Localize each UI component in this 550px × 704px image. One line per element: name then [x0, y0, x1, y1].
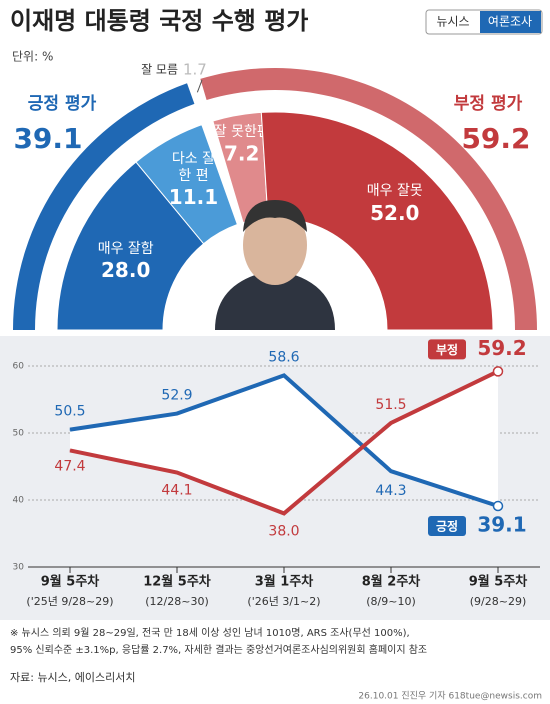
x-tick-label: 9월 5주차: [469, 574, 528, 590]
x-tick-label: 8월 2주차: [362, 574, 421, 590]
legend-box: [428, 516, 466, 537]
value-label: 44.3: [375, 483, 406, 499]
title: 이재명 대통령 국정 수행 평가: [10, 7, 308, 35]
value-label: 39.1: [477, 513, 526, 537]
point: [492, 500, 504, 512]
x-sub-label: (8/9~10): [366, 595, 416, 608]
value-label: 38.0: [268, 523, 299, 539]
segment-label: 매우 잘함: [97, 240, 154, 257]
group-name: 긍정 평가: [28, 94, 97, 114]
segment-label-box: 매우 잘함: [97, 240, 154, 257]
segment-label: 잘 못한편: [213, 123, 270, 140]
x-tick-label: 12월 5주차: [143, 574, 211, 590]
legend-box: [428, 339, 466, 360]
x-sub-label: ('26년 3/1~2): [247, 595, 320, 608]
unit: 단위: %: [12, 50, 53, 64]
point: [492, 366, 504, 377]
brand: 뉴시스: [436, 15, 469, 29]
source: 자료: 뉴시스, 에이스리서치: [10, 671, 136, 684]
value-label: 58.6: [268, 349, 299, 365]
group-value: 59.2: [461, 122, 530, 155]
segment-label: 매우 잘못: [366, 183, 423, 200]
segment-label: 잘 모름: [141, 63, 178, 77]
brand-section: 여론조사: [488, 15, 532, 29]
value-label: 47.4: [54, 458, 85, 474]
value-label: 59.2: [477, 336, 526, 360]
band-fill: [70, 371, 498, 514]
legend-label: 긍정: [436, 519, 458, 534]
note: 95% 신뢰수준 ±3.1%p, 응답률 2.7%, 자세한 결과는 중앙선거여…: [10, 643, 427, 656]
y-tick-label: 60: [13, 362, 25, 372]
x-sub-label: ('25년 9/28~29): [26, 595, 113, 608]
value-label: 44.1: [161, 483, 192, 499]
segment-label-box: 잘 못한편: [213, 123, 270, 140]
credit: 26.10.01 진진우 기자 618tue@newsis.com: [358, 691, 542, 702]
segment-label-box: 다소 잘한 편: [171, 150, 216, 184]
segment-label: 다소 잘한 편: [171, 150, 216, 184]
brand-section-box: [480, 11, 541, 33]
note: ※ 뉴시스 의뢰 9월 28~29일, 전국 만 18세 이상 성인 남녀 10…: [10, 627, 410, 639]
y-tick-label: 50: [13, 429, 25, 439]
y-tick-label: 30: [13, 563, 25, 573]
segment-label-box: 매우 잘못: [366, 183, 423, 200]
segment: [260, 111, 494, 331]
segment: [201, 121, 244, 225]
y-tick-label: 40: [13, 496, 25, 506]
x-sub-label: (9/28~29): [470, 595, 527, 608]
segment-value: 1.7: [183, 61, 207, 79]
segment-value: 7.2: [224, 141, 259, 165]
value-label: 50.5: [54, 404, 85, 420]
value-label: 52.9: [161, 388, 192, 404]
x-sub-label: (12/28~30): [145, 595, 209, 608]
value-label: 51.5: [375, 397, 406, 413]
segment-value: 28.0: [101, 258, 150, 282]
group-name: 부정 평가: [454, 94, 523, 114]
x-tick-label: 9월 5주차: [41, 574, 100, 590]
group-arc: [13, 83, 195, 330]
segment-value: 11.1: [169, 185, 218, 209]
x-tick-label: 3월 1주차: [255, 574, 314, 590]
segment-value: 52.0: [370, 201, 419, 225]
legend-label: 부정: [436, 342, 458, 357]
leader-line: [196, 79, 203, 93]
group-value: 39.1: [13, 122, 82, 155]
portrait: [215, 200, 335, 330]
